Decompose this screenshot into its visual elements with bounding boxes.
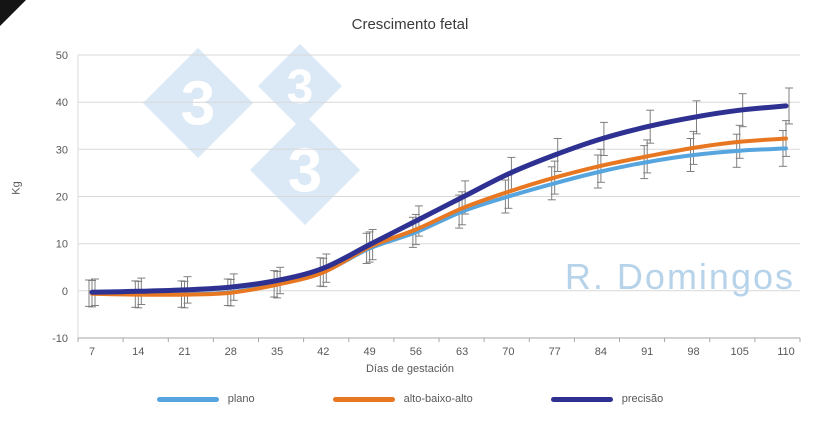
logo-diamond (258, 44, 342, 128)
series-line-precisão (89, 103, 789, 295)
legend-swatch-plano (156, 396, 219, 402)
x-tick-label: 14 (132, 346, 144, 358)
y-tick-label: 20 (56, 192, 68, 204)
corner-triangle (0, 0, 26, 26)
y-tick-label: 50 (56, 50, 68, 62)
legend-label-plano: plano (227, 393, 255, 405)
x-axis-label: Días de gestación (365, 363, 455, 375)
legend-swatch-alto-baixo-alto (332, 396, 395, 402)
y-tick-label: 40 (56, 97, 68, 109)
logo-digit: 3 (181, 70, 215, 139)
x-tick-label: 77 (549, 346, 561, 358)
y-tick-label: 30 (56, 144, 68, 156)
x-tick-label: 56 (410, 346, 422, 358)
x-tick-label: 63 (456, 346, 468, 358)
legend-swatch-precisao (550, 396, 613, 402)
series-line-alto-baixo-alto (90, 136, 788, 297)
logo-diamond (250, 115, 360, 225)
legend-item-alto-baixo-alto: alto-baixo-alto (332, 393, 473, 405)
x-tick-label: 35 (271, 346, 283, 358)
legend: plano alto-baixo-alto precisão (0, 393, 820, 405)
y-tick-label: -10 (52, 333, 68, 345)
legend-item-plano: plano (156, 393, 255, 405)
x-tick-label: 42 (317, 346, 329, 358)
x-tick-label: 49 (363, 346, 375, 358)
logo-digit: 3 (288, 137, 322, 206)
x-tick-label: 21 (178, 346, 190, 358)
logo-diamond (143, 48, 253, 158)
x-tick-label: 7 (89, 346, 95, 358)
y-tick-label: 0 (62, 286, 68, 298)
watermark-text: R. Domingos (565, 256, 795, 297)
x-tick-label: 70 (502, 346, 514, 358)
legend-item-precisao: precisão (550, 393, 664, 405)
x-tick-label: 91 (641, 346, 653, 358)
x-tick-label: 28 (225, 346, 237, 358)
legend-label-precisao: precisão (621, 393, 664, 405)
x-tick-label: 110 (777, 346, 795, 358)
x-tick-label: 84 (595, 346, 607, 358)
y-axis-label: Kg (10, 181, 23, 195)
x-tick-label: 98 (687, 346, 699, 358)
x-tick-label: 105 (731, 346, 749, 358)
y-tick-label: 10 (56, 239, 68, 251)
legend-label-alto-baixo-alto: alto-baixo-alto (403, 393, 473, 405)
chart-title: Crescimento fetal (351, 16, 469, 33)
logo-digit: 3 (287, 61, 314, 114)
